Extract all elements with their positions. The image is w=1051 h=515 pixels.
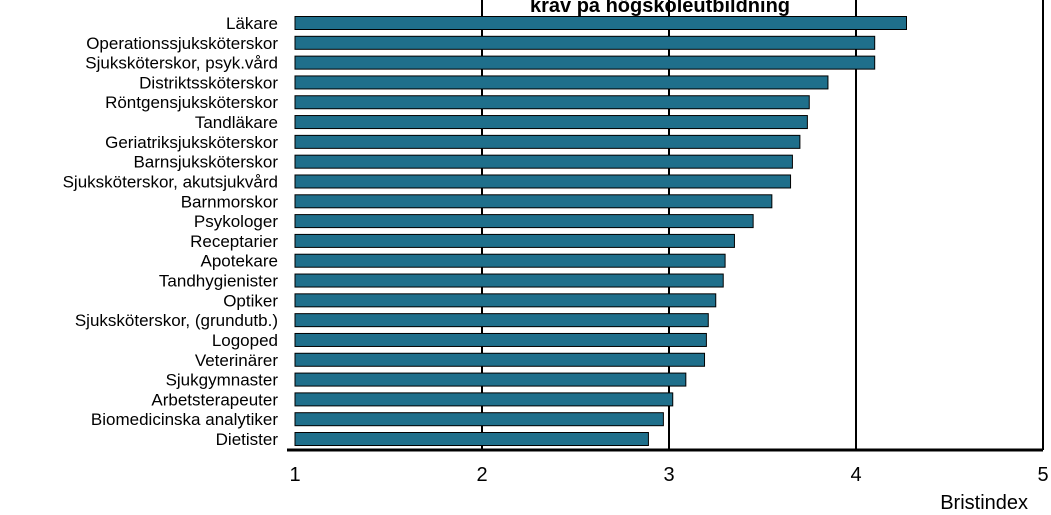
category-label: Barnmorskor — [181, 192, 279, 211]
bar — [294, 35, 876, 50]
bar — [294, 214, 754, 229]
bar — [294, 174, 792, 189]
bar — [294, 154, 793, 169]
category-label: Biomedicinska analytiker — [91, 410, 278, 429]
category-label: Tandläkare — [195, 113, 278, 132]
category-labels: LäkareOperationssjuksköterskorSjuksköter… — [63, 14, 279, 449]
bar — [294, 16, 907, 30]
bar — [294, 273, 724, 288]
category-label: Sjukgymnaster — [166, 371, 279, 390]
category-label: Röntgensjuksköterskor — [105, 93, 278, 112]
category-label: Optiker — [223, 291, 278, 310]
category-label: Arbetsterapeuter — [151, 390, 278, 409]
chart-title: krav på högskoleutbildning — [530, 0, 790, 17]
bar — [294, 75, 829, 90]
category-label: Geriatriksjuksköterskor — [105, 133, 278, 152]
x-tick-label: 2 — [476, 464, 487, 486]
x-tick-label: 1 — [289, 464, 300, 486]
x-tick-label: 3 — [663, 464, 674, 486]
bar — [294, 134, 801, 149]
category-label: Logoped — [212, 331, 278, 350]
category-label: Apotekare — [201, 252, 279, 271]
bar — [294, 313, 709, 328]
bar — [294, 115, 808, 130]
x-tick-label: 4 — [850, 464, 861, 486]
category-label: Tandhygienister — [159, 272, 278, 291]
bar — [294, 392, 674, 407]
bar — [294, 293, 717, 308]
category-label: Distriktssköterskor — [139, 73, 278, 92]
category-label: Operationssjuksköterskor — [86, 34, 278, 53]
x-tick-label: 5 — [1037, 464, 1048, 486]
category-label: Sjuksköterskor, akutsjukvård — [63, 172, 278, 191]
category-label: Sjuksköterskor, psyk.vård — [85, 54, 278, 73]
bar — [294, 194, 773, 209]
bar — [294, 233, 735, 248]
category-label: Dietister — [216, 430, 279, 449]
category-label: Receptarier — [190, 232, 278, 251]
x-axis: 1 2 3 4 5 — [287, 448, 1049, 486]
x-axis-title: Bristindex — [940, 492, 1028, 514]
bars — [294, 16, 907, 447]
bar — [294, 432, 649, 447]
category-label: Veterinärer — [195, 351, 278, 370]
category-label: Läkare — [226, 14, 278, 33]
category-label: Psykologer — [194, 212, 278, 231]
bar — [294, 372, 687, 387]
bar — [294, 412, 664, 427]
bar — [294, 95, 810, 110]
category-label: Barnsjuksköterskor — [133, 153, 278, 172]
bar — [294, 332, 707, 347]
bar — [294, 352, 706, 367]
bar — [294, 253, 726, 268]
category-label: Sjuksköterskor, (grundutb.) — [75, 311, 278, 330]
bar — [294, 55, 876, 70]
